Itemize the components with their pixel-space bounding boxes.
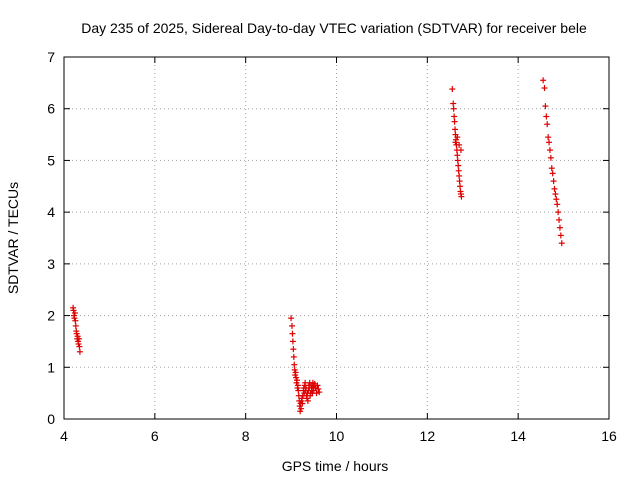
data-point bbox=[299, 400, 306, 407]
data-point bbox=[457, 147, 464, 154]
data-point bbox=[456, 178, 463, 185]
x-tick-label: 6 bbox=[151, 428, 159, 444]
data-point bbox=[553, 196, 560, 203]
data-point bbox=[304, 397, 311, 404]
data-point bbox=[542, 103, 549, 110]
data-point bbox=[298, 405, 305, 412]
data-point bbox=[456, 172, 463, 179]
data-point bbox=[314, 382, 321, 389]
data-point bbox=[75, 335, 82, 342]
data-point bbox=[294, 382, 301, 389]
data-point bbox=[293, 377, 300, 384]
data-point bbox=[546, 147, 553, 154]
data-point bbox=[72, 322, 79, 329]
x-tick-label: 14 bbox=[510, 428, 526, 444]
data-point bbox=[449, 86, 456, 93]
data-point bbox=[288, 322, 295, 329]
data-point bbox=[540, 77, 547, 84]
data-point bbox=[289, 330, 296, 337]
y-tick-label: 7 bbox=[47, 49, 55, 65]
data-point bbox=[313, 390, 320, 397]
data-point bbox=[72, 317, 79, 324]
data-point bbox=[291, 361, 298, 368]
data-point bbox=[549, 170, 556, 177]
data-point bbox=[455, 162, 462, 169]
x-tick-label: 12 bbox=[420, 428, 436, 444]
data-point bbox=[76, 343, 83, 350]
data-point bbox=[71, 309, 78, 316]
x-tick-label: 4 bbox=[60, 428, 68, 444]
data-point bbox=[290, 346, 297, 353]
axis-ticks bbox=[63, 56, 610, 420]
x-tick-label: 16 bbox=[601, 428, 617, 444]
data-point bbox=[456, 141, 463, 148]
data-point bbox=[450, 100, 457, 107]
y-tick-label: 6 bbox=[47, 101, 55, 117]
y-tick-label: 4 bbox=[47, 204, 55, 220]
data-point bbox=[556, 216, 563, 223]
grid bbox=[64, 57, 609, 419]
data-point bbox=[554, 201, 561, 208]
data-point bbox=[451, 113, 458, 120]
x-axis-label: GPS time / hours bbox=[282, 458, 389, 474]
data-point bbox=[315, 386, 322, 393]
data-point bbox=[458, 193, 465, 200]
data-point bbox=[316, 389, 323, 396]
data-point bbox=[76, 348, 83, 355]
data-point bbox=[454, 134, 461, 141]
data-point bbox=[541, 85, 548, 92]
chart-title: Day 235 of 2025, Sidereal Day-to-day VTE… bbox=[81, 20, 587, 36]
data-point bbox=[555, 209, 562, 216]
data-point bbox=[450, 105, 457, 112]
data-point bbox=[543, 113, 550, 120]
data-point bbox=[288, 315, 295, 322]
data-points bbox=[70, 77, 565, 415]
y-axis-label: SDTVAR / TECUs bbox=[5, 182, 21, 294]
data-point bbox=[544, 121, 551, 128]
data-point bbox=[455, 167, 462, 174]
data-point bbox=[289, 338, 296, 345]
data-point bbox=[454, 152, 461, 159]
data-point bbox=[550, 178, 557, 185]
data-point bbox=[545, 134, 552, 141]
data-point bbox=[457, 183, 464, 190]
data-point bbox=[452, 139, 459, 146]
y-tick-label: 1 bbox=[47, 359, 55, 375]
data-point bbox=[451, 118, 458, 125]
data-point bbox=[557, 232, 564, 239]
data-point bbox=[454, 157, 461, 164]
y-tick-label: 3 bbox=[47, 256, 55, 272]
data-point bbox=[551, 185, 558, 192]
data-point bbox=[558, 240, 565, 247]
data-point bbox=[290, 353, 297, 360]
x-tick-label: 8 bbox=[242, 428, 250, 444]
y-tick-label: 5 bbox=[47, 152, 55, 168]
data-point bbox=[546, 139, 553, 146]
data-point bbox=[292, 369, 299, 376]
data-point bbox=[452, 126, 459, 133]
y-tick-label: 2 bbox=[47, 308, 55, 324]
y-tick-label: 0 bbox=[47, 411, 55, 427]
x-tick-label: 10 bbox=[329, 428, 345, 444]
data-point bbox=[548, 165, 555, 172]
data-point bbox=[552, 191, 559, 198]
data-point bbox=[547, 154, 554, 161]
data-point bbox=[556, 224, 563, 231]
